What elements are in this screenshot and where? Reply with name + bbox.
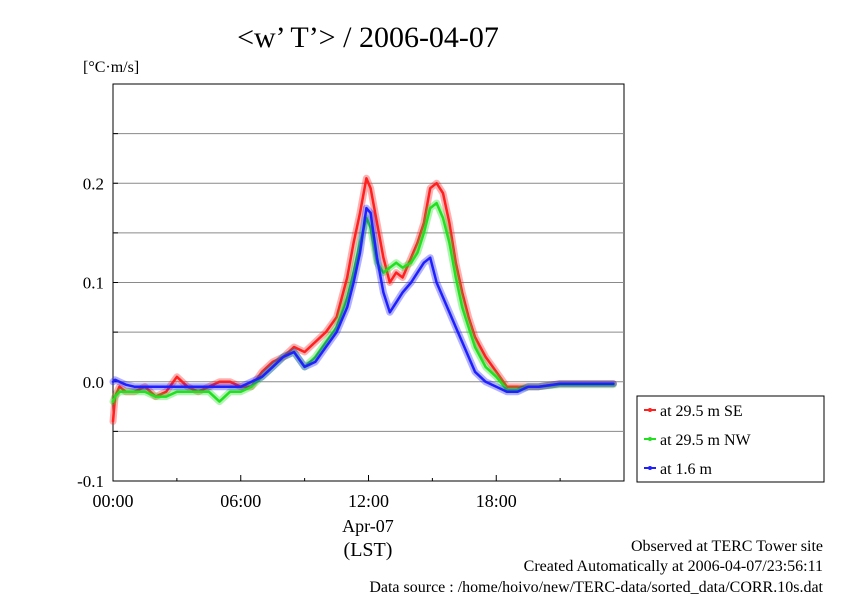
- footer-source: Data source : /home/hoivo/new/TERC-data/…: [369, 579, 823, 595]
- x-tick-label: 06:00: [220, 491, 261, 511]
- grid-lines: [113, 133, 624, 432]
- legend: at 29.5 m SE at 29.5 m NW at 1.6 m: [636, 395, 825, 483]
- footer-site: Observed at TERC Tower site: [631, 538, 823, 555]
- x-unit-label: (LST): [344, 539, 393, 561]
- series-line-3: [111, 206, 615, 393]
- x-tick-label: 18:00: [476, 491, 517, 511]
- series-layer: [109, 174, 617, 425]
- legend-marker-2: [648, 437, 652, 441]
- x-tick-labels: 00:00 06:00 12:00 18:00: [92, 491, 516, 511]
- legend-label-2: at 29.5 m NW: [660, 432, 752, 449]
- legend-marker-3: [648, 466, 652, 470]
- y-tick-labels: -0.1 0.0 0.1 0.2: [77, 174, 104, 491]
- chart-title: <w’ T’> / 2006-04-07: [237, 21, 499, 54]
- y-tick-label: 0.1: [83, 274, 104, 293]
- footer-created: Created Automatically at 2006-04-07/23:5…: [524, 558, 823, 575]
- legend-label-3: at 1.6 m: [660, 461, 713, 478]
- legend-box: [636, 395, 825, 483]
- x-date-label: Apr-07: [342, 516, 394, 536]
- series-line-2: [111, 201, 615, 403]
- x-tick-label: 12:00: [348, 491, 389, 511]
- y-axis-label: [°C·m/s]: [83, 59, 139, 76]
- legend-marker-1: [648, 408, 652, 412]
- x-tick-label: 00:00: [92, 491, 133, 511]
- legend-label-1: at 29.5 m SE: [660, 403, 743, 420]
- y-tick-label: 0.0: [83, 373, 104, 392]
- y-tick-label: -0.1: [77, 472, 104, 491]
- plot-area: [109, 83, 625, 482]
- y-tick-label: 0.2: [83, 174, 104, 193]
